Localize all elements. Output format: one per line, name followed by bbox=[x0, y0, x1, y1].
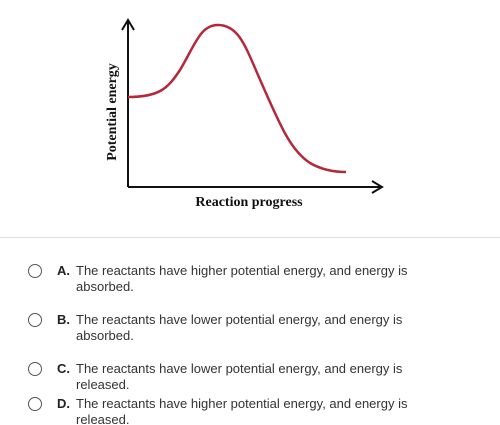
energy-diagram: Potential energy Reaction progress bbox=[105, 18, 384, 210]
option-letter: C. bbox=[57, 361, 70, 376]
radio-button[interactable] bbox=[28, 313, 42, 327]
x-axis-label: Reaction progress bbox=[195, 195, 303, 210]
option-text: The reactants have lower potential energ… bbox=[76, 312, 403, 343]
radio-button[interactable] bbox=[28, 362, 42, 376]
option-letter: A. bbox=[57, 263, 70, 278]
y-axis-label: Potential energy bbox=[105, 63, 120, 161]
option-text: The reactants have higher potential ener… bbox=[76, 396, 408, 425]
separator bbox=[0, 237, 500, 238]
option-letter: D. bbox=[57, 396, 70, 411]
energy-curve bbox=[127, 23, 347, 174]
option-text: The reactants have higher potential ener… bbox=[76, 263, 408, 294]
option-letter: B. bbox=[57, 312, 70, 327]
y-arrow bbox=[121, 18, 135, 31]
radio-button[interactable] bbox=[28, 397, 42, 411]
radio-button[interactable] bbox=[28, 264, 42, 278]
x-arrow bbox=[371, 180, 384, 194]
option-text: The reactants have lower potential energ… bbox=[76, 361, 403, 392]
